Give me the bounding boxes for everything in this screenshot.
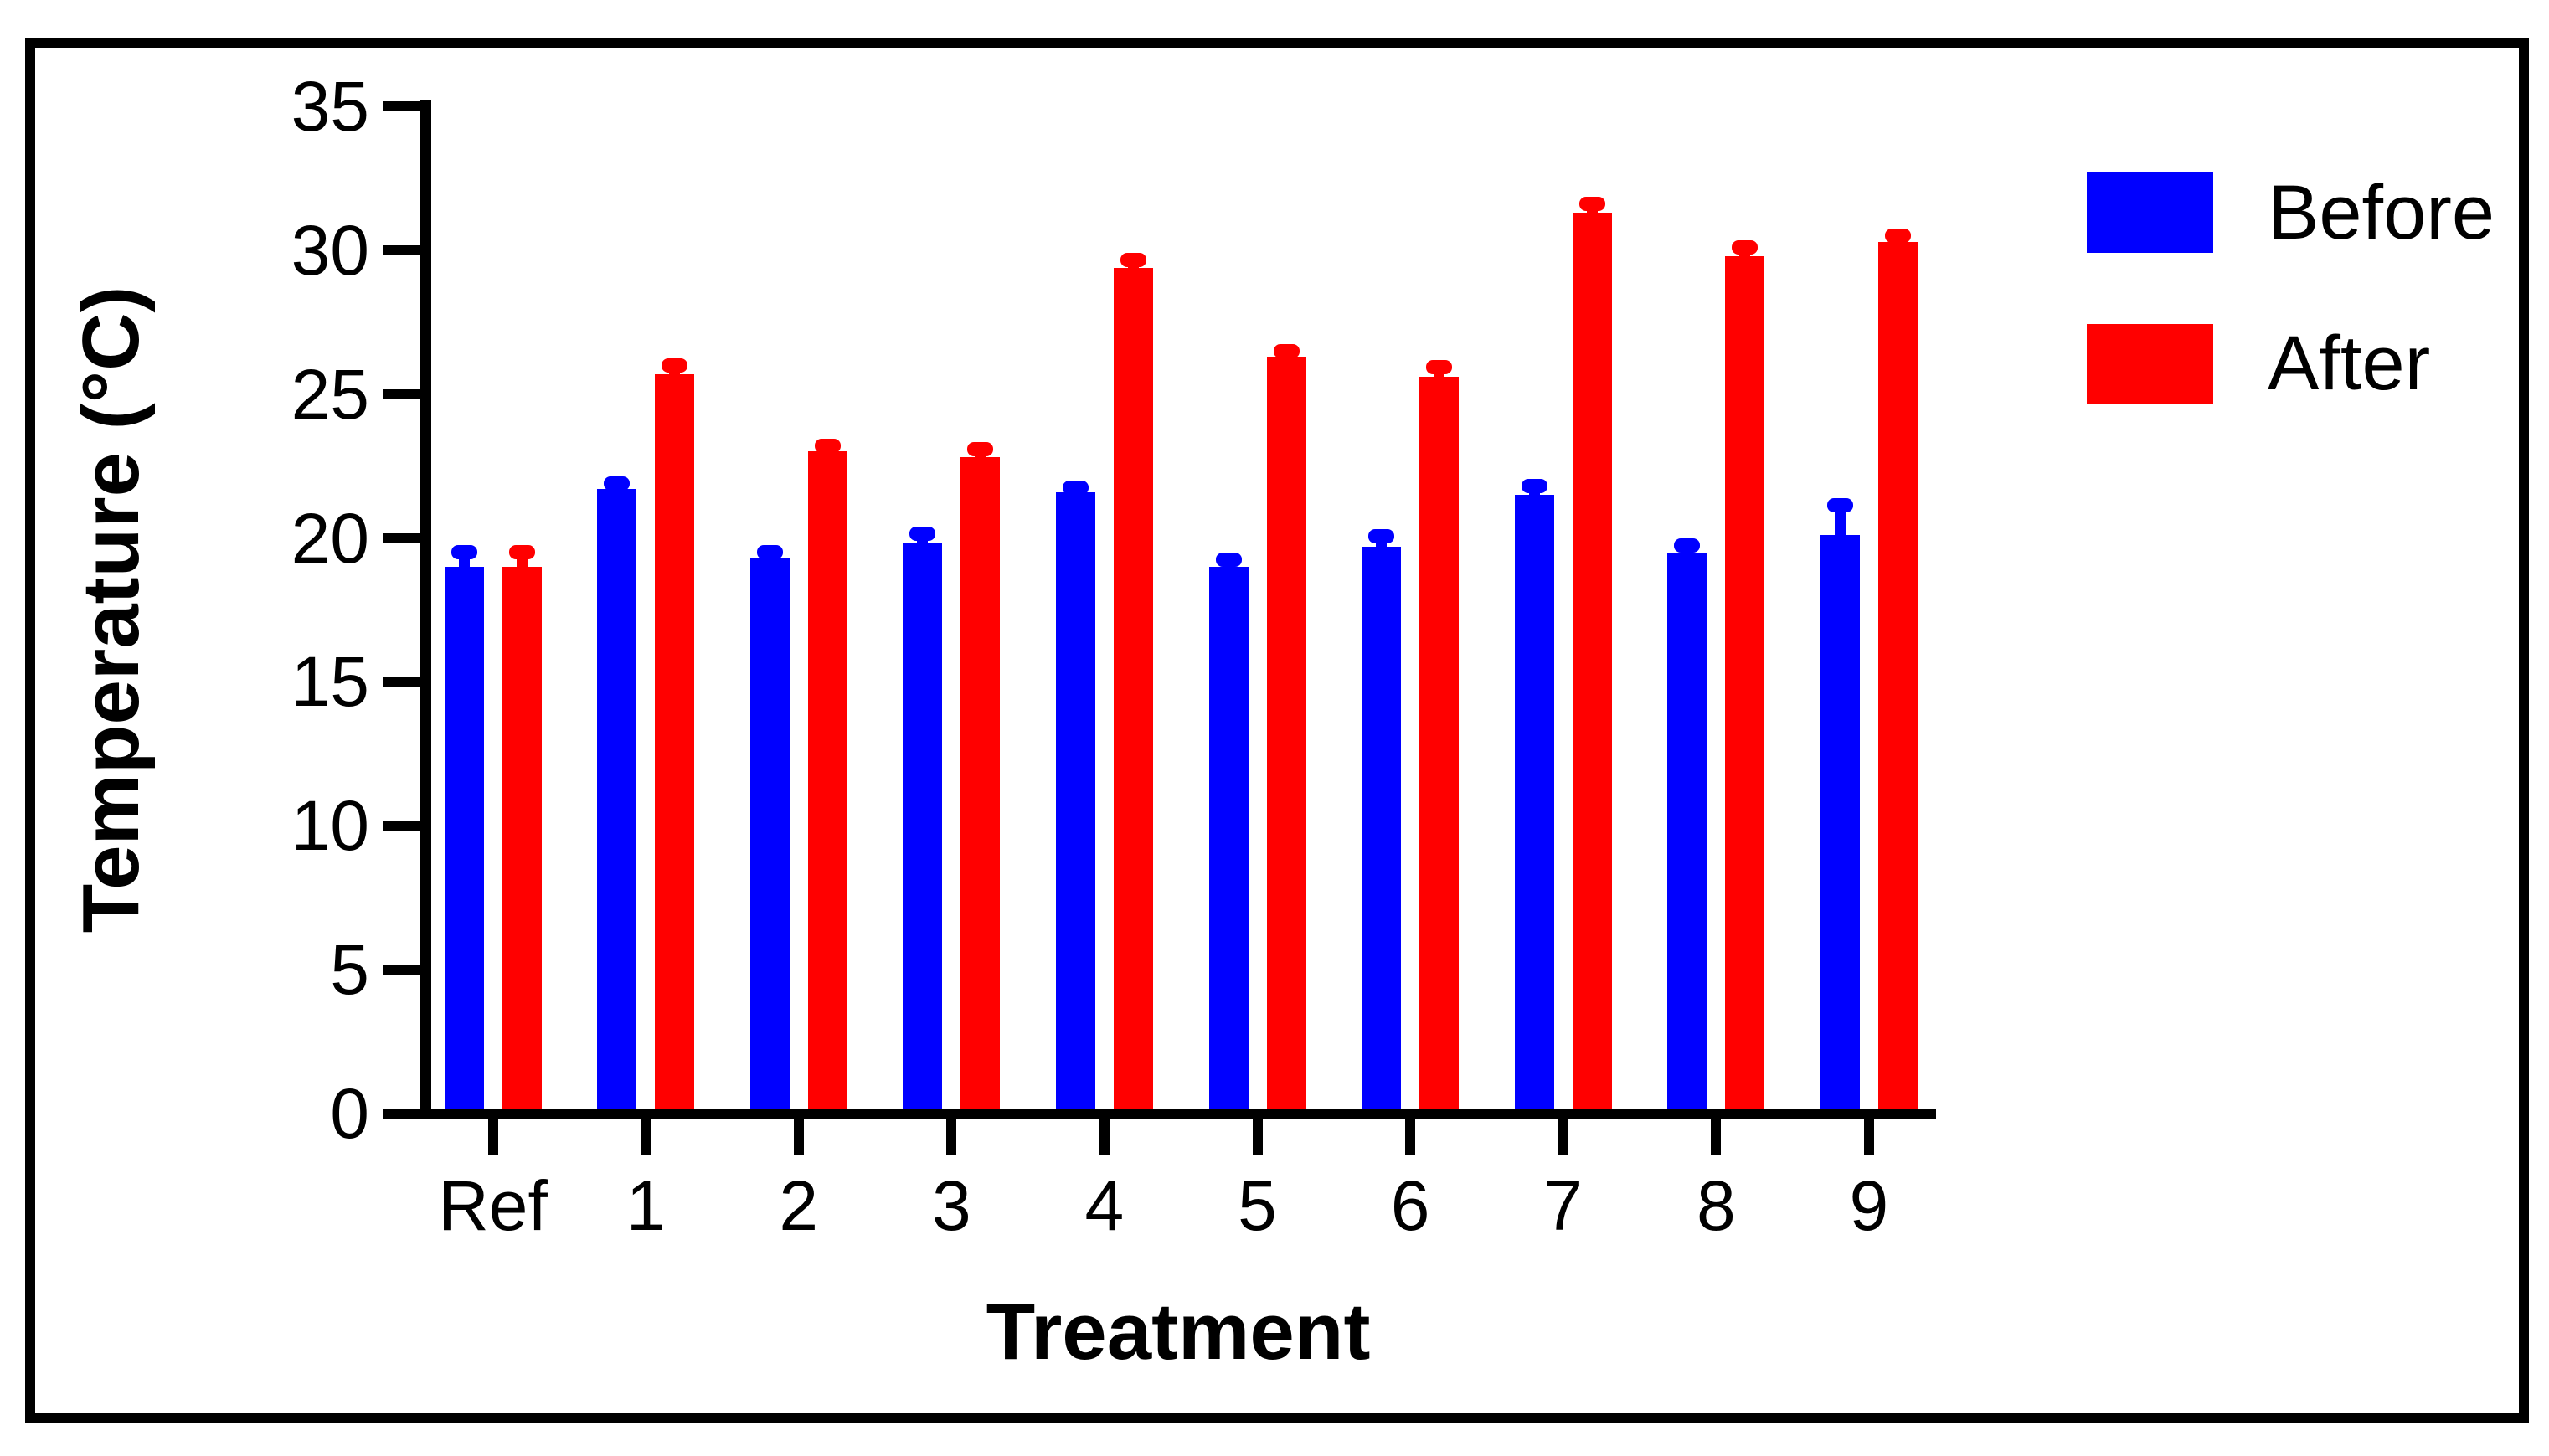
error-cap-after-3 — [967, 441, 994, 456]
y-tick-15 — [383, 677, 421, 687]
x-category-label-9: 9 — [1849, 1166, 1889, 1245]
legend-label-before: Before — [2268, 170, 2495, 255]
error-cap-after-Ref — [508, 545, 535, 560]
legend-swatch-after — [2087, 324, 2213, 404]
x-tick-8 — [1711, 1119, 1722, 1155]
x-tick-1 — [641, 1119, 651, 1155]
error-cap-before-Ref — [451, 545, 477, 560]
x-category-label-7: 7 — [1543, 1166, 1583, 1245]
y-axis-title: Temperature (°C) — [66, 286, 156, 934]
x-category-label-Ref: Ref — [438, 1166, 548, 1245]
error-cap-before-7 — [1521, 479, 1547, 494]
bar-after-2 — [807, 451, 847, 1109]
y-tick-10 — [383, 821, 421, 831]
x-tick-2 — [793, 1119, 804, 1155]
x-tick-7 — [1558, 1119, 1568, 1155]
bar-before-5 — [1208, 566, 1249, 1109]
y-tick-label-35: 35 — [291, 67, 369, 147]
x-category-label-8: 8 — [1696, 1166, 1736, 1245]
error-cap-after-7 — [1578, 197, 1605, 212]
error-cap-after-4 — [1120, 253, 1146, 268]
bar-after-4 — [1113, 267, 1153, 1109]
bar-after-7 — [1572, 213, 1612, 1109]
y-tick-label-0: 0 — [330, 1074, 369, 1153]
y-tick-0 — [383, 1109, 421, 1119]
y-tick-label-30: 30 — [291, 210, 369, 290]
error-cap-after-2 — [814, 439, 841, 454]
bar-after-Ref — [502, 566, 542, 1109]
error-cap-after-9 — [1884, 229, 1911, 244]
y-tick-label-5: 5 — [330, 930, 369, 1010]
bar-after-6 — [1419, 377, 1460, 1109]
error-cap-after-6 — [1426, 359, 1453, 374]
x-tick-Ref — [487, 1119, 498, 1155]
error-cap-before-4 — [1062, 480, 1089, 495]
bar-before-Ref — [444, 566, 484, 1109]
bar-before-7 — [1514, 495, 1554, 1109]
bar-before-4 — [1055, 491, 1095, 1109]
x-tick-3 — [946, 1119, 957, 1155]
x-category-label-1: 1 — [626, 1166, 666, 1245]
x-category-label-5: 5 — [1238, 1166, 1277, 1245]
bar-after-1 — [655, 373, 695, 1109]
x-category-label-4: 4 — [1084, 1166, 1125, 1245]
bar-before-2 — [749, 558, 790, 1109]
error-whisker-before-9 — [1834, 505, 1846, 536]
y-tick-25 — [383, 388, 421, 399]
x-category-label-6: 6 — [1390, 1166, 1430, 1245]
y-tick-20 — [383, 532, 421, 543]
bar-before-3 — [903, 543, 943, 1109]
bar-after-8 — [1725, 255, 1765, 1109]
bar-before-8 — [1667, 552, 1707, 1109]
bar-after-3 — [960, 457, 1001, 1109]
error-cap-after-8 — [1732, 239, 1759, 255]
error-cap-before-9 — [1826, 497, 1853, 512]
error-cap-after-1 — [662, 358, 688, 373]
y-axis-spine — [420, 100, 431, 1119]
y-tick-label-25: 25 — [291, 354, 369, 434]
bar-before-1 — [597, 489, 637, 1109]
y-tick-35 — [383, 101, 421, 112]
error-cap-before-1 — [604, 476, 631, 491]
x-category-label-2: 2 — [779, 1166, 819, 1245]
error-cap-before-5 — [1215, 552, 1242, 567]
legend-swatch-before — [2087, 172, 2213, 253]
error-cap-before-2 — [756, 545, 783, 560]
error-cap-before-8 — [1674, 538, 1701, 553]
y-tick-30 — [383, 244, 421, 255]
x-axis-title: Treatment — [986, 1287, 1371, 1376]
x-axis-line — [420, 1108, 1936, 1119]
error-cap-after-5 — [1273, 343, 1300, 358]
x-category-label-3: 3 — [931, 1166, 971, 1245]
error-cap-before-3 — [909, 526, 936, 541]
bar-after-5 — [1266, 357, 1306, 1109]
bar-before-6 — [1362, 546, 1402, 1109]
bar-after-9 — [1877, 241, 1918, 1109]
x-tick-6 — [1405, 1119, 1416, 1155]
y-tick-label-15: 15 — [291, 642, 369, 722]
x-tick-9 — [1863, 1119, 1874, 1155]
y-tick-5 — [383, 965, 421, 975]
legend-label-after: After — [2268, 321, 2431, 406]
x-tick-4 — [1099, 1119, 1110, 1155]
x-tick-5 — [1252, 1119, 1263, 1155]
error-cap-before-6 — [1368, 529, 1395, 544]
bar-before-9 — [1820, 535, 1860, 1109]
y-tick-label-20: 20 — [291, 498, 369, 578]
y-tick-label-10: 10 — [291, 786, 369, 866]
